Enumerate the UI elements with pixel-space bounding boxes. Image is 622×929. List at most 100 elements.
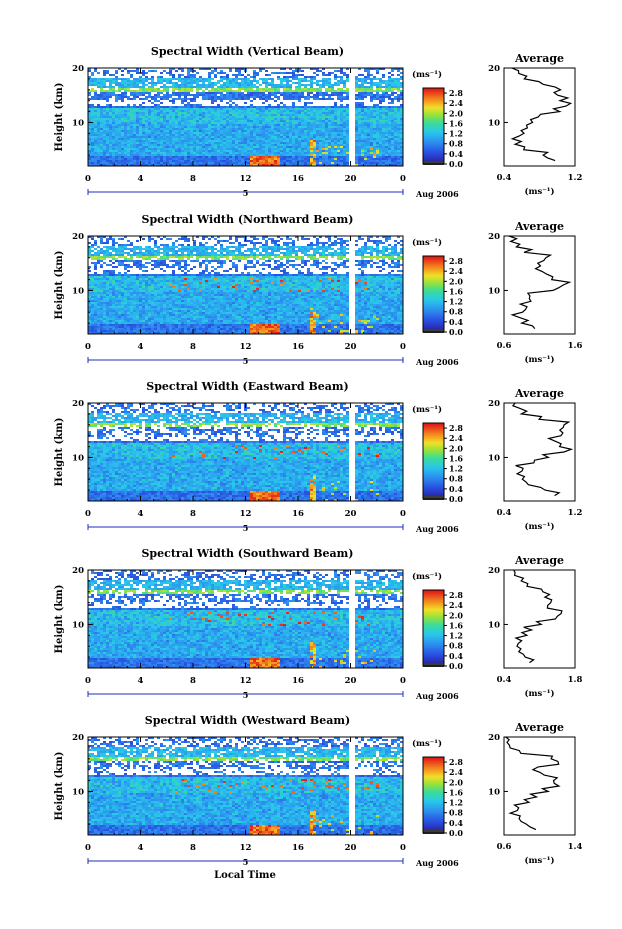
colorbar-swatch bbox=[423, 104, 444, 107]
x-tick-label: 4 bbox=[138, 174, 144, 184]
colorbar-swatch bbox=[423, 799, 444, 802]
colorbar-swatch bbox=[423, 150, 444, 153]
colorbar-swatch bbox=[423, 487, 444, 490]
colorbar-swatch bbox=[423, 767, 444, 770]
colorbar-swatch bbox=[423, 316, 444, 319]
colorbar-swatch bbox=[423, 773, 444, 776]
colorbar-swatch bbox=[423, 443, 444, 446]
average-profile: Average 0.4 1.2 10 20 (ms⁻¹) bbox=[488, 52, 582, 197]
colorbar-tick-label: 0.4 bbox=[449, 818, 463, 828]
colorbar-swatch bbox=[423, 96, 444, 99]
colorbar-swatch bbox=[423, 329, 444, 333]
colorbar-tick-label: 1.2 bbox=[449, 129, 463, 139]
x-tick-label: 8 bbox=[190, 843, 196, 853]
profile-x-label: (ms⁻¹) bbox=[524, 354, 554, 365]
colorbar-tick-label: 2.4 bbox=[449, 767, 463, 777]
x-tick-label: 12 bbox=[240, 509, 252, 519]
colorbar-swatch bbox=[423, 276, 444, 279]
colorbar-swatch bbox=[423, 161, 444, 165]
colorbar-swatch bbox=[423, 590, 444, 593]
colorbar-swatch bbox=[423, 318, 444, 321]
profile-x-tick-label: 1.8 bbox=[568, 675, 583, 685]
panel-title: Spectral Width (Vertical Beam) bbox=[151, 45, 344, 58]
profile-x-label: (ms⁻¹) bbox=[524, 186, 554, 197]
colorbar-swatch bbox=[423, 485, 444, 488]
colorbar-swatch bbox=[423, 156, 444, 159]
x-tick-label: 16 bbox=[292, 843, 304, 853]
colorbar-swatch bbox=[423, 473, 444, 476]
colorbar-swatch bbox=[423, 465, 444, 468]
colorbar-unit: (ms⁻¹) bbox=[412, 69, 442, 80]
profile-title: Average bbox=[514, 220, 564, 233]
y-axis-label: Height (km) bbox=[54, 83, 65, 152]
heatmap-cells bbox=[88, 737, 403, 835]
profile-y-tick-label: 20 bbox=[488, 232, 500, 242]
colorbar-tick-label: 2.4 bbox=[449, 266, 463, 276]
profile-line bbox=[511, 402, 574, 497]
profile-title: Average bbox=[514, 721, 564, 734]
colorbar-swatch bbox=[423, 610, 444, 613]
colorbar-swatch bbox=[423, 256, 444, 259]
colorbar-swatch bbox=[423, 437, 444, 440]
colorbar-swatch bbox=[423, 308, 444, 311]
colorbar-swatch bbox=[423, 821, 444, 824]
colorbar-swatch bbox=[423, 817, 444, 820]
colorbar-tick-label: 2.0 bbox=[449, 610, 463, 620]
colorbar-swatch bbox=[423, 326, 444, 329]
colorbar-tick-label: 2.0 bbox=[449, 108, 463, 118]
x-tick-label: 0 bbox=[85, 509, 91, 519]
colorbar-swatch bbox=[423, 654, 444, 657]
colorbar-swatch bbox=[423, 763, 444, 766]
colorbar-swatch bbox=[423, 791, 444, 794]
x-tick-label: 8 bbox=[190, 174, 196, 184]
colorbar-swatch bbox=[423, 606, 444, 609]
colorbar-swatch bbox=[423, 496, 444, 500]
date-label: Aug 2006 bbox=[415, 858, 459, 868]
y-axis-label: Height (km) bbox=[54, 585, 65, 654]
colorbar-swatch bbox=[423, 441, 444, 444]
panel-title: Spectral Width (Eastward Beam) bbox=[146, 380, 348, 393]
colorbar-swatch bbox=[423, 102, 444, 105]
date-label: Aug 2006 bbox=[415, 524, 459, 534]
colorbar-tick-label: 2.8 bbox=[449, 757, 463, 767]
x-tick-label: 20 bbox=[345, 843, 357, 853]
profile-frame bbox=[503, 67, 576, 167]
x-tick-label: 4 bbox=[138, 843, 144, 853]
profile-x-label: (ms⁻¹) bbox=[524, 688, 554, 699]
colorbar-swatch bbox=[423, 630, 444, 633]
colorbar-swatch bbox=[423, 769, 444, 772]
profile-title: Average bbox=[514, 554, 564, 567]
colorbar-unit: (ms⁻¹) bbox=[412, 571, 442, 582]
colorbar-swatch bbox=[423, 288, 444, 291]
average-profile: Average 0.4 1.2 10 20 (ms⁻¹) bbox=[488, 387, 582, 532]
panel-2: Spectral Width (Northward Beam) 0 4 8 12 16 20… bbox=[54, 213, 582, 367]
profile-y-tick-label: 10 bbox=[488, 787, 500, 797]
x-tick-label: 0 bbox=[400, 509, 406, 519]
colorbar-tick-label: 0.4 bbox=[449, 149, 463, 159]
profile-frame bbox=[503, 569, 576, 669]
colorbar-swatch bbox=[423, 286, 444, 289]
colorbar-swatch bbox=[423, 435, 444, 438]
colorbar-swatch bbox=[423, 314, 444, 317]
colorbar-tick-label: 2.0 bbox=[449, 443, 463, 453]
x-tick-label: 0 bbox=[85, 342, 91, 352]
colorbar-swatch bbox=[423, 815, 444, 818]
colorbar-swatch bbox=[423, 433, 444, 436]
colorbar-swatch bbox=[423, 489, 444, 492]
colorbar-tick-label: 2.0 bbox=[449, 276, 463, 286]
date-day: 5 bbox=[243, 188, 249, 198]
colorbar-swatch bbox=[423, 120, 444, 123]
x-tick-label: 0 bbox=[85, 676, 91, 686]
profile-frame bbox=[503, 736, 576, 836]
colorbar-frame bbox=[422, 756, 445, 834]
profile-line bbox=[508, 235, 572, 329]
x-tick-label: 16 bbox=[292, 676, 304, 686]
colorbar-swatch bbox=[423, 652, 444, 655]
heatmap-cells bbox=[88, 236, 403, 334]
profile-line bbox=[505, 736, 561, 831]
colorbar-tick-label: 0.4 bbox=[449, 484, 463, 494]
colorbar-swatch bbox=[423, 126, 444, 129]
profile-y-tick-label: 10 bbox=[488, 118, 500, 128]
colorbar-swatch bbox=[423, 128, 444, 131]
colorbar-swatch bbox=[423, 449, 444, 452]
